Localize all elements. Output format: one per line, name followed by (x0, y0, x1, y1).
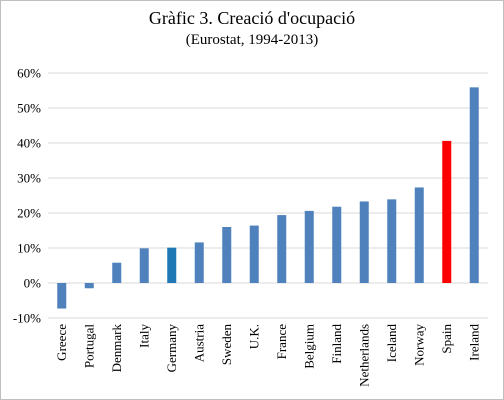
bar-portugal (84, 283, 94, 289)
x-tick-label: U.K. (246, 324, 261, 349)
bar-norway (414, 187, 424, 283)
bar-france (277, 215, 287, 283)
x-axis-tick-labels: Greece Portugal Denmark Italy Germany Austria… (54, 324, 482, 387)
y-axis-tick-labels: -10% 0% 10% 20% 30% 40% 50% 60% (13, 66, 41, 326)
y-tick-label: 30% (17, 171, 41, 186)
x-tick-label: Germany (164, 324, 179, 373)
y-tick-label: 20% (17, 206, 41, 221)
bar-germany (167, 247, 177, 283)
bar-netherlands (359, 201, 369, 283)
y-tick-label: 40% (17, 136, 41, 151)
x-tick-label: Denmark (109, 324, 124, 373)
x-tick-label: Belgium (301, 324, 316, 369)
x-tick-label: Spain (439, 324, 454, 354)
y-tick-label: 60% (17, 66, 41, 81)
chart-title: Gràfic 3. Creació d'ocupació (148, 8, 356, 28)
gridlines (48, 72, 488, 319)
bar-denmark (112, 262, 122, 283)
y-tick-label: 10% (17, 241, 41, 256)
bar-ireland (469, 87, 479, 283)
bars (57, 87, 479, 309)
y-tick-label: 50% (17, 101, 41, 116)
x-tick-label: Austria (191, 324, 206, 363)
x-tick-label: Norway (411, 324, 426, 366)
bar-u-k (249, 225, 259, 283)
y-tick-label: 0% (24, 276, 42, 291)
bar-austria (194, 242, 204, 283)
x-tick-label: Sweden (219, 324, 234, 366)
y-tick-label: -10% (13, 311, 41, 326)
chart-subtitle: (Eurostat, 1994-2013) (185, 32, 319, 48)
bar-greece (57, 283, 67, 309)
x-tick-label: Ireland (466, 324, 481, 361)
x-tick-label: Netherlands (356, 324, 371, 387)
bar-sweden (222, 227, 232, 283)
x-tick-label: Greece (54, 324, 69, 361)
bar-belgium (304, 210, 314, 283)
x-tick-label: Iceland (384, 324, 399, 363)
bar-finland (332, 206, 342, 283)
x-tick-label: Italy (136, 324, 151, 348)
bar-iceland (387, 199, 397, 283)
bar-spain (442, 140, 452, 283)
x-tick-label: Portugal (81, 324, 96, 368)
x-tick-label: Finland (329, 324, 344, 364)
x-tick-label: France (274, 324, 289, 360)
bar-italy (139, 248, 149, 283)
